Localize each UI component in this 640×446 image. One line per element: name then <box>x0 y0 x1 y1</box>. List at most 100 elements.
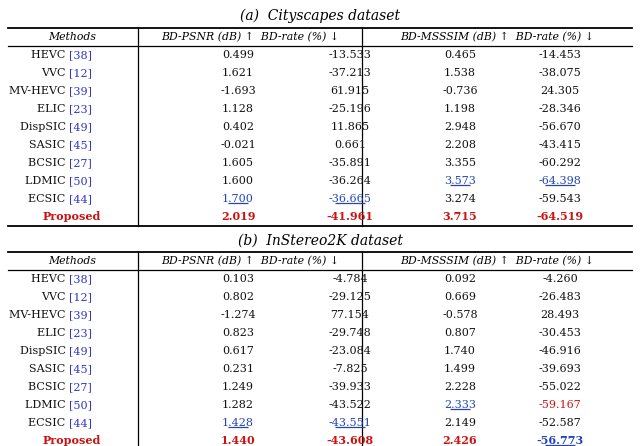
Text: -43.608: -43.608 <box>326 435 374 446</box>
Text: MV-HEVC: MV-HEVC <box>9 86 69 96</box>
Text: BD-PSNR (dB) ↑  BD-rate (%) ↓: BD-PSNR (dB) ↑ BD-rate (%) ↓ <box>161 32 339 42</box>
Text: -38.075: -38.075 <box>539 68 581 78</box>
Text: -25.196: -25.196 <box>328 104 371 114</box>
Text: 2.426: 2.426 <box>443 435 477 446</box>
Text: 1.428: 1.428 <box>222 418 254 428</box>
Text: -43.415: -43.415 <box>539 140 581 150</box>
Text: 1.198: 1.198 <box>444 104 476 114</box>
Text: 0.092: 0.092 <box>444 274 476 284</box>
Text: 0.617: 0.617 <box>222 346 254 356</box>
Text: -29.748: -29.748 <box>328 328 371 338</box>
Text: -1.274: -1.274 <box>220 310 256 320</box>
Text: -43.551: -43.551 <box>328 418 371 428</box>
Text: -60.292: -60.292 <box>539 158 581 168</box>
Text: 1.128: 1.128 <box>222 104 254 114</box>
Text: -0.736: -0.736 <box>442 86 478 96</box>
Text: 1.249: 1.249 <box>222 382 254 392</box>
Text: -4.784: -4.784 <box>332 274 368 284</box>
Text: [45]: [45] <box>69 364 92 374</box>
Text: 3.715: 3.715 <box>443 211 477 223</box>
Text: -29.125: -29.125 <box>328 292 371 302</box>
Text: VVC: VVC <box>41 292 69 302</box>
Text: -0.021: -0.021 <box>220 140 256 150</box>
Text: [38]: [38] <box>69 274 92 284</box>
Text: [44]: [44] <box>69 194 92 204</box>
Text: DispSIC: DispSIC <box>19 346 69 356</box>
Text: -39.933: -39.933 <box>328 382 371 392</box>
Text: 11.865: 11.865 <box>330 122 369 132</box>
Text: [27]: [27] <box>69 382 92 392</box>
Text: (b)  InStereo2K dataset: (b) InStereo2K dataset <box>237 234 403 248</box>
Text: -1.693: -1.693 <box>220 86 256 96</box>
Text: 1.600: 1.600 <box>222 176 254 186</box>
Text: Methods: Methods <box>48 32 96 42</box>
Text: 2.019: 2.019 <box>221 211 255 223</box>
Text: 77.154: 77.154 <box>331 310 369 320</box>
Text: -39.693: -39.693 <box>539 364 581 374</box>
Text: -64.519: -64.519 <box>536 211 584 223</box>
Text: BD-MSSSIM (dB) ↑  BD-rate (%) ↓: BD-MSSSIM (dB) ↑ BD-rate (%) ↓ <box>400 32 594 42</box>
Text: -36.264: -36.264 <box>328 176 371 186</box>
Text: [45]: [45] <box>69 140 92 150</box>
Text: 28.493: 28.493 <box>540 310 580 320</box>
Text: 2.948: 2.948 <box>444 122 476 132</box>
Text: [27]: [27] <box>69 158 92 168</box>
Text: 0.802: 0.802 <box>222 292 254 302</box>
Text: 1.605: 1.605 <box>222 158 254 168</box>
Text: Proposed: Proposed <box>43 435 101 446</box>
Text: -43.522: -43.522 <box>328 400 371 410</box>
Text: BD-MSSSIM (dB) ↑  BD-rate (%) ↓: BD-MSSSIM (dB) ↑ BD-rate (%) ↓ <box>400 256 594 266</box>
Text: 1.538: 1.538 <box>444 68 476 78</box>
Text: DispSIC: DispSIC <box>19 122 69 132</box>
Text: 61.915: 61.915 <box>330 86 369 96</box>
Text: Proposed: Proposed <box>43 211 101 223</box>
Text: -46.916: -46.916 <box>539 346 581 356</box>
Text: -7.825: -7.825 <box>332 364 368 374</box>
Text: -23.084: -23.084 <box>328 346 371 356</box>
Text: [23]: [23] <box>69 328 92 338</box>
Text: 1.740: 1.740 <box>444 346 476 356</box>
Text: 1.440: 1.440 <box>221 435 255 446</box>
Text: -56.773: -56.773 <box>536 435 584 446</box>
Text: 0.465: 0.465 <box>444 50 476 60</box>
Text: LDMIC: LDMIC <box>25 176 69 186</box>
Text: ECSIC: ECSIC <box>28 194 69 204</box>
Text: -26.483: -26.483 <box>539 292 581 302</box>
Text: 0.231: 0.231 <box>222 364 254 374</box>
Text: [39]: [39] <box>69 310 92 320</box>
Text: SASIC: SASIC <box>29 140 69 150</box>
Text: SASIC: SASIC <box>29 364 69 374</box>
Text: [49]: [49] <box>69 122 92 132</box>
Text: BCSIC: BCSIC <box>28 382 69 392</box>
Text: (a)  Cityscapes dataset: (a) Cityscapes dataset <box>240 9 400 23</box>
Text: 0.499: 0.499 <box>222 50 254 60</box>
Text: 1.282: 1.282 <box>222 400 254 410</box>
Text: 0.103: 0.103 <box>222 274 254 284</box>
Text: [12]: [12] <box>69 68 92 78</box>
Text: ELIC: ELIC <box>37 104 69 114</box>
Text: 0.661: 0.661 <box>334 140 366 150</box>
Text: 3.274: 3.274 <box>444 194 476 204</box>
Text: 2.208: 2.208 <box>444 140 476 150</box>
Text: 2.333: 2.333 <box>444 400 476 410</box>
Text: -37.213: -37.213 <box>328 68 371 78</box>
Text: [50]: [50] <box>69 176 92 186</box>
Text: 1.499: 1.499 <box>444 364 476 374</box>
Text: LDMIC: LDMIC <box>25 400 69 410</box>
Text: 3.355: 3.355 <box>444 158 476 168</box>
Text: [12]: [12] <box>69 292 92 302</box>
Text: 3.573: 3.573 <box>444 176 476 186</box>
Text: 24.305: 24.305 <box>540 86 580 96</box>
Text: -56.670: -56.670 <box>539 122 581 132</box>
Text: BCSIC: BCSIC <box>28 158 69 168</box>
Text: [44]: [44] <box>69 418 92 428</box>
Text: -55.022: -55.022 <box>539 382 581 392</box>
Text: 0.669: 0.669 <box>444 292 476 302</box>
Text: 1.621: 1.621 <box>222 68 254 78</box>
Text: -52.587: -52.587 <box>539 418 581 428</box>
Text: 2.149: 2.149 <box>444 418 476 428</box>
Text: [50]: [50] <box>69 400 92 410</box>
Text: -13.533: -13.533 <box>328 50 371 60</box>
Text: -36.665: -36.665 <box>328 194 371 204</box>
Text: VVC: VVC <box>41 68 69 78</box>
